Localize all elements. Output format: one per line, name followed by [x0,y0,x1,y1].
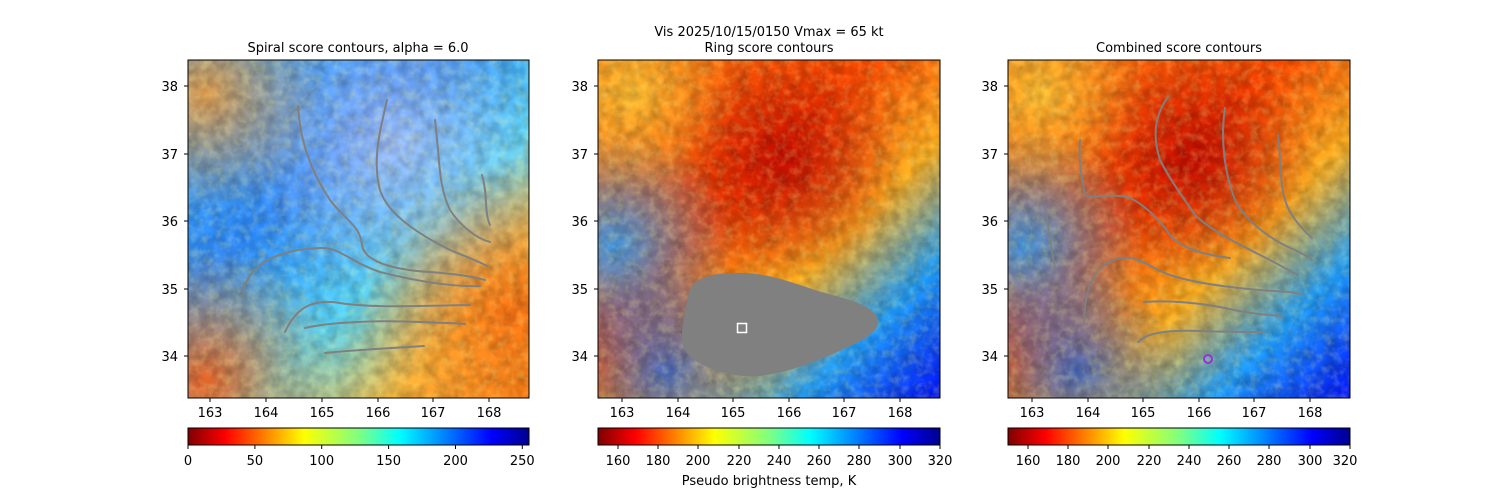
panel-ring-yaxis: 38 37 36 35 34 [571,80,598,365]
panel-combined-colorbar: 160 180 200 220 240 260 280 300 320 [1007,427,1358,469]
panel-combined: Combined score contours [981,41,1357,469]
combined-center-marker [1203,354,1213,364]
xtick-label: 164 [1076,406,1101,421]
ytick-label: 34 [981,350,998,365]
colorbar-tick-label: 200 [1096,454,1121,469]
ytick-label: 37 [571,148,588,163]
xtick-label: 166 [366,406,391,421]
panel-spiral-image [188,60,529,398]
xtick-label: 165 [1131,406,1156,421]
colorbar-tick-label: 300 [1298,454,1323,469]
ytick-label: 37 [981,148,998,163]
colorbar-tick-label: 240 [1177,454,1202,469]
panel-spiral-yaxis: 38 37 36 35 34 [161,80,188,365]
xtick-label: 163 [610,406,635,421]
panel-combined-title: Combined score contours [1096,41,1262,56]
panel-spiral-colorbar: 0 50 100 150 200 250 [184,427,535,469]
ytick-label: 35 [571,283,588,298]
ytick-label: 36 [981,215,998,230]
panel-ring-colorbar: 160 180 200 220 240 260 280 300 320 Pseu… [597,427,953,489]
panel-combined-image [1008,60,1350,398]
xtick-label: 163 [198,406,223,421]
xtick-label: 165 [721,406,746,421]
xtick-label: 167 [421,406,446,421]
colorbar-tick-label: 280 [847,454,872,469]
ytick-label: 38 [161,80,178,95]
ytick-label: 36 [571,215,588,230]
panel-ring: Ring score contours 38 37 36 35 34 [571,41,952,489]
ytick-label: 34 [161,350,178,365]
colorbar-tick-label: 200 [686,454,711,469]
panel-ring-title: Ring score contours [704,41,833,56]
xtick-label: 164 [666,406,691,421]
colorbar-tick-label: 300 [888,454,913,469]
panel-combined-xaxis: 163 164 165 166 167 168 [1020,398,1323,421]
colorbar-tick-label: 320 [1333,454,1358,469]
colorbar-tick-label: 150 [376,454,401,469]
xtick-label: 165 [310,406,335,421]
colorbar-tick-label: 50 [247,454,264,469]
panel-spiral: Spiral score contours, alpha = 6.0 [161,41,534,469]
ytick-label: 37 [161,148,178,163]
xtick-label: 168 [477,406,502,421]
colorbar-tick-label: 250 [510,454,535,469]
colorbar-tick-label: 320 [928,454,953,469]
ytick-label: 35 [981,283,998,298]
xtick-label: 168 [888,406,913,421]
colorbar-tick-label: 160 [1016,454,1041,469]
colorbar-tick-label: 260 [1217,454,1242,469]
panel-ring-xaxis: 163 164 165 166 167 168 [610,398,913,421]
ytick-label: 36 [161,215,178,230]
ytick-label: 35 [161,283,178,298]
panel-spiral-title: Spiral score contours, alpha = 6.0 [247,41,468,56]
colorbar-tick-label: 240 [767,454,792,469]
colorbar-tick-label: 200 [443,454,468,469]
xtick-label: 166 [777,406,802,421]
panel-combined-contours [1045,96,1313,343]
ring-center-marker [736,322,748,334]
colorbar-tick-label: 0 [184,454,192,469]
xtick-label: 166 [1187,406,1212,421]
colorbar-tick-label: 260 [807,454,832,469]
colorbar-tick-label: 280 [1257,454,1282,469]
panel-combined-yaxis: 38 37 36 35 34 [981,80,1008,365]
panel-spiral-xaxis: 163 164 165 166 167 168 [198,398,502,421]
ytick-label: 38 [571,80,588,95]
colorbar-tick-label: 220 [1137,454,1162,469]
colorbar-tick-label: 160 [606,454,631,469]
colorbar-tick-label: 100 [309,454,334,469]
colorbar-tick-label: 180 [646,454,671,469]
xtick-label: 163 [1020,406,1045,421]
xtick-label: 167 [1242,406,1267,421]
figure-suptitle: Vis 2025/10/15/0150 Vmax = 65 kt [654,25,883,40]
xtick-label: 164 [254,406,279,421]
xtick-label: 167 [832,406,857,421]
xtick-label: 168 [1298,406,1323,421]
colorbar-tick-label: 180 [1056,454,1081,469]
colorbar-label: Pseudo brightness temp, K [682,474,857,489]
ytick-label: 38 [981,80,998,95]
colorbar-tick-label: 220 [727,454,752,469]
panel-spiral-contours [241,99,491,354]
ytick-label: 34 [571,350,588,365]
ring-mask-region [681,272,879,377]
